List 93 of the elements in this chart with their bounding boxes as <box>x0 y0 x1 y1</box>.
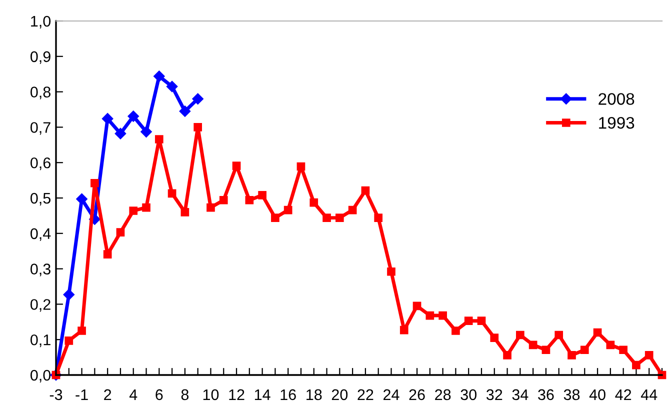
point <box>632 360 640 370</box>
point <box>206 203 215 212</box>
point <box>374 214 383 222</box>
x-tick-label: 4 <box>129 389 138 400</box>
point <box>114 128 126 140</box>
x-tick-label: 6 <box>156 389 163 400</box>
y-tick-label: 0,9 <box>30 51 50 64</box>
point <box>128 110 139 122</box>
point <box>154 70 165 82</box>
point <box>154 135 164 144</box>
point <box>192 93 204 104</box>
point <box>322 214 331 222</box>
y-tick-label: 1,0 <box>31 16 51 28</box>
point <box>78 326 86 335</box>
point <box>180 208 190 216</box>
point <box>284 206 292 214</box>
point <box>258 191 266 200</box>
point <box>644 351 654 360</box>
point <box>116 228 125 237</box>
x-tick-label: 20 <box>332 389 348 400</box>
x-tick-label: 40 <box>589 389 606 400</box>
point <box>166 80 178 92</box>
x-tick-label: 30 <box>460 389 476 400</box>
point <box>63 289 74 300</box>
point <box>542 346 550 354</box>
y-tick-label: 0,3 <box>30 264 50 276</box>
point <box>361 186 370 195</box>
x-tick-label: -1 <box>76 389 88 400</box>
y-tick-label: 0,7 <box>30 122 50 135</box>
legend-label: 1993 <box>599 116 634 129</box>
x-tick-label: 42 <box>615 389 632 400</box>
legend-label: 2008 <box>598 93 634 105</box>
y-tick-label: 0,2 <box>30 299 50 312</box>
x-tick-label: 18 <box>306 389 322 400</box>
point <box>219 196 228 204</box>
point <box>271 214 280 222</box>
x-tick-label: 22 <box>358 389 374 400</box>
point <box>412 302 422 310</box>
point <box>477 316 486 326</box>
x-tick-label: 12 <box>229 389 244 400</box>
x-tick-label: 24 <box>384 389 400 400</box>
y-tick-label: 0,0 <box>30 370 51 382</box>
y-tick-label: 0,4 <box>30 228 51 241</box>
x-tick-label: 34 <box>512 389 528 400</box>
point <box>245 196 254 204</box>
point <box>452 326 460 335</box>
point <box>554 330 564 340</box>
point <box>593 328 602 337</box>
x-tick-label: 38 <box>564 389 580 400</box>
x-tick-label: 26 <box>409 389 425 400</box>
point <box>310 198 318 207</box>
y-tick-label: 0,6 <box>30 157 50 170</box>
point <box>296 162 306 171</box>
point <box>348 206 357 214</box>
point <box>90 178 99 188</box>
point <box>438 311 447 320</box>
point <box>464 316 473 326</box>
point <box>179 106 191 117</box>
point <box>335 214 344 222</box>
point <box>606 340 615 350</box>
point <box>129 206 138 215</box>
point <box>387 267 396 276</box>
x-tick-label: 14 <box>254 389 270 400</box>
y-tick-label: 0,8 <box>30 86 50 100</box>
point <box>426 311 434 320</box>
point <box>76 193 88 205</box>
y-tick-label: 0,1 <box>30 334 50 348</box>
point <box>490 334 499 342</box>
point <box>580 346 589 354</box>
point <box>140 126 152 138</box>
point <box>568 351 576 360</box>
y-tick-label: 0,5 <box>30 192 50 206</box>
x-tick-label: 28 <box>435 389 451 400</box>
point <box>503 351 512 360</box>
x-tick-label: 10 <box>203 389 219 400</box>
x-tick-label: 32 <box>486 389 502 400</box>
point <box>194 123 202 132</box>
point <box>64 336 74 345</box>
point <box>142 203 150 212</box>
x-tick-label: 2 <box>104 389 112 400</box>
point <box>619 346 628 354</box>
point <box>103 250 112 258</box>
point <box>528 340 538 350</box>
point <box>232 162 241 170</box>
point <box>400 326 408 334</box>
x-tick-label: -3 <box>50 389 62 400</box>
x-tick-label: 8 <box>181 389 189 400</box>
point <box>516 330 524 340</box>
point <box>168 189 176 198</box>
x-tick-label: 16 <box>280 389 296 400</box>
x-tick-label: 44 <box>640 389 658 400</box>
x-tick-label: 36 <box>538 389 554 400</box>
point <box>102 113 114 124</box>
